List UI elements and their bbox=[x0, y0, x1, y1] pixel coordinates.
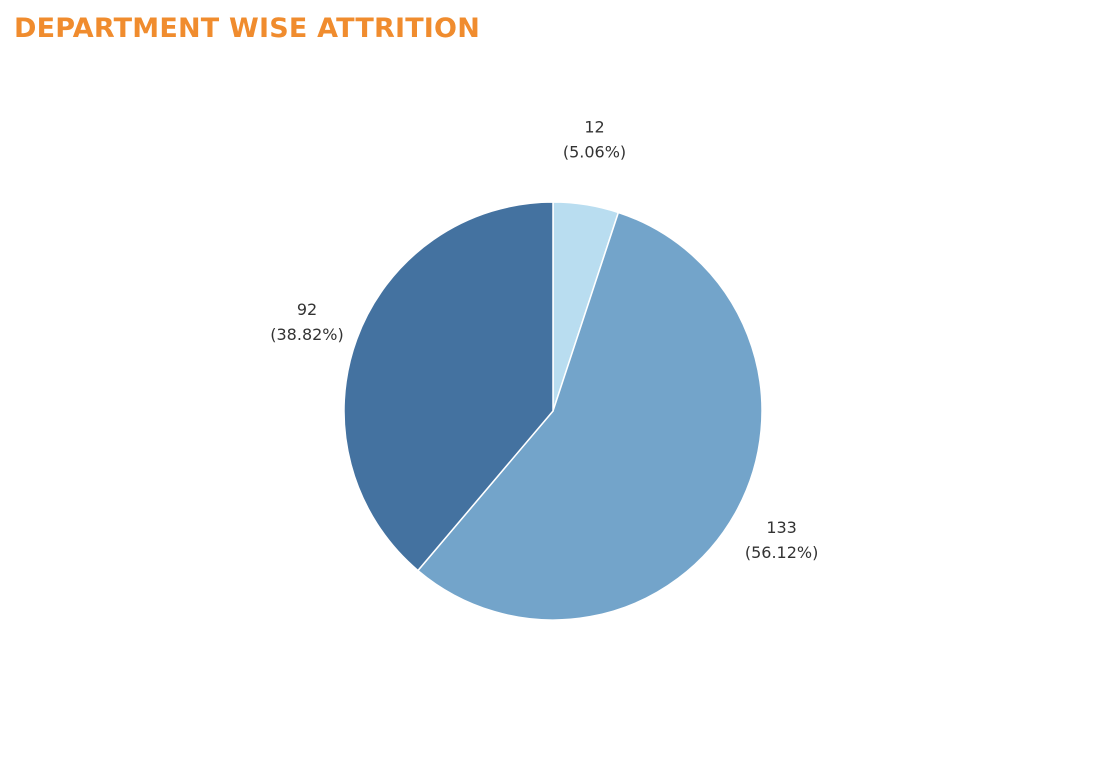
slice-percent-label: (56.12%) bbox=[745, 543, 819, 562]
pie-labels: 12 (5.06%) 133 (56.12%) 92 (38.82%) bbox=[270, 117, 818, 562]
slice-value-label: 133 bbox=[766, 518, 797, 537]
pie-slice-label-133: 133 (56.12%) bbox=[745, 518, 819, 562]
pie-slice-label-12: 12 (5.06%) bbox=[563, 117, 626, 161]
pie-slices bbox=[343, 201, 763, 621]
slice-value-label: 12 bbox=[584, 117, 604, 136]
chart-title: DEPARTMENT WISE ATTRITION bbox=[14, 13, 481, 44]
slice-percent-label: (5.06%) bbox=[563, 142, 626, 161]
pie-slice-133[interactable] bbox=[416, 211, 763, 621]
pie-slice-label-92: 92 (38.82%) bbox=[270, 300, 344, 344]
pie-slice-92[interactable] bbox=[343, 201, 554, 572]
slice-value-label: 92 bbox=[297, 300, 317, 319]
slice-percent-label: (38.82%) bbox=[270, 325, 344, 344]
